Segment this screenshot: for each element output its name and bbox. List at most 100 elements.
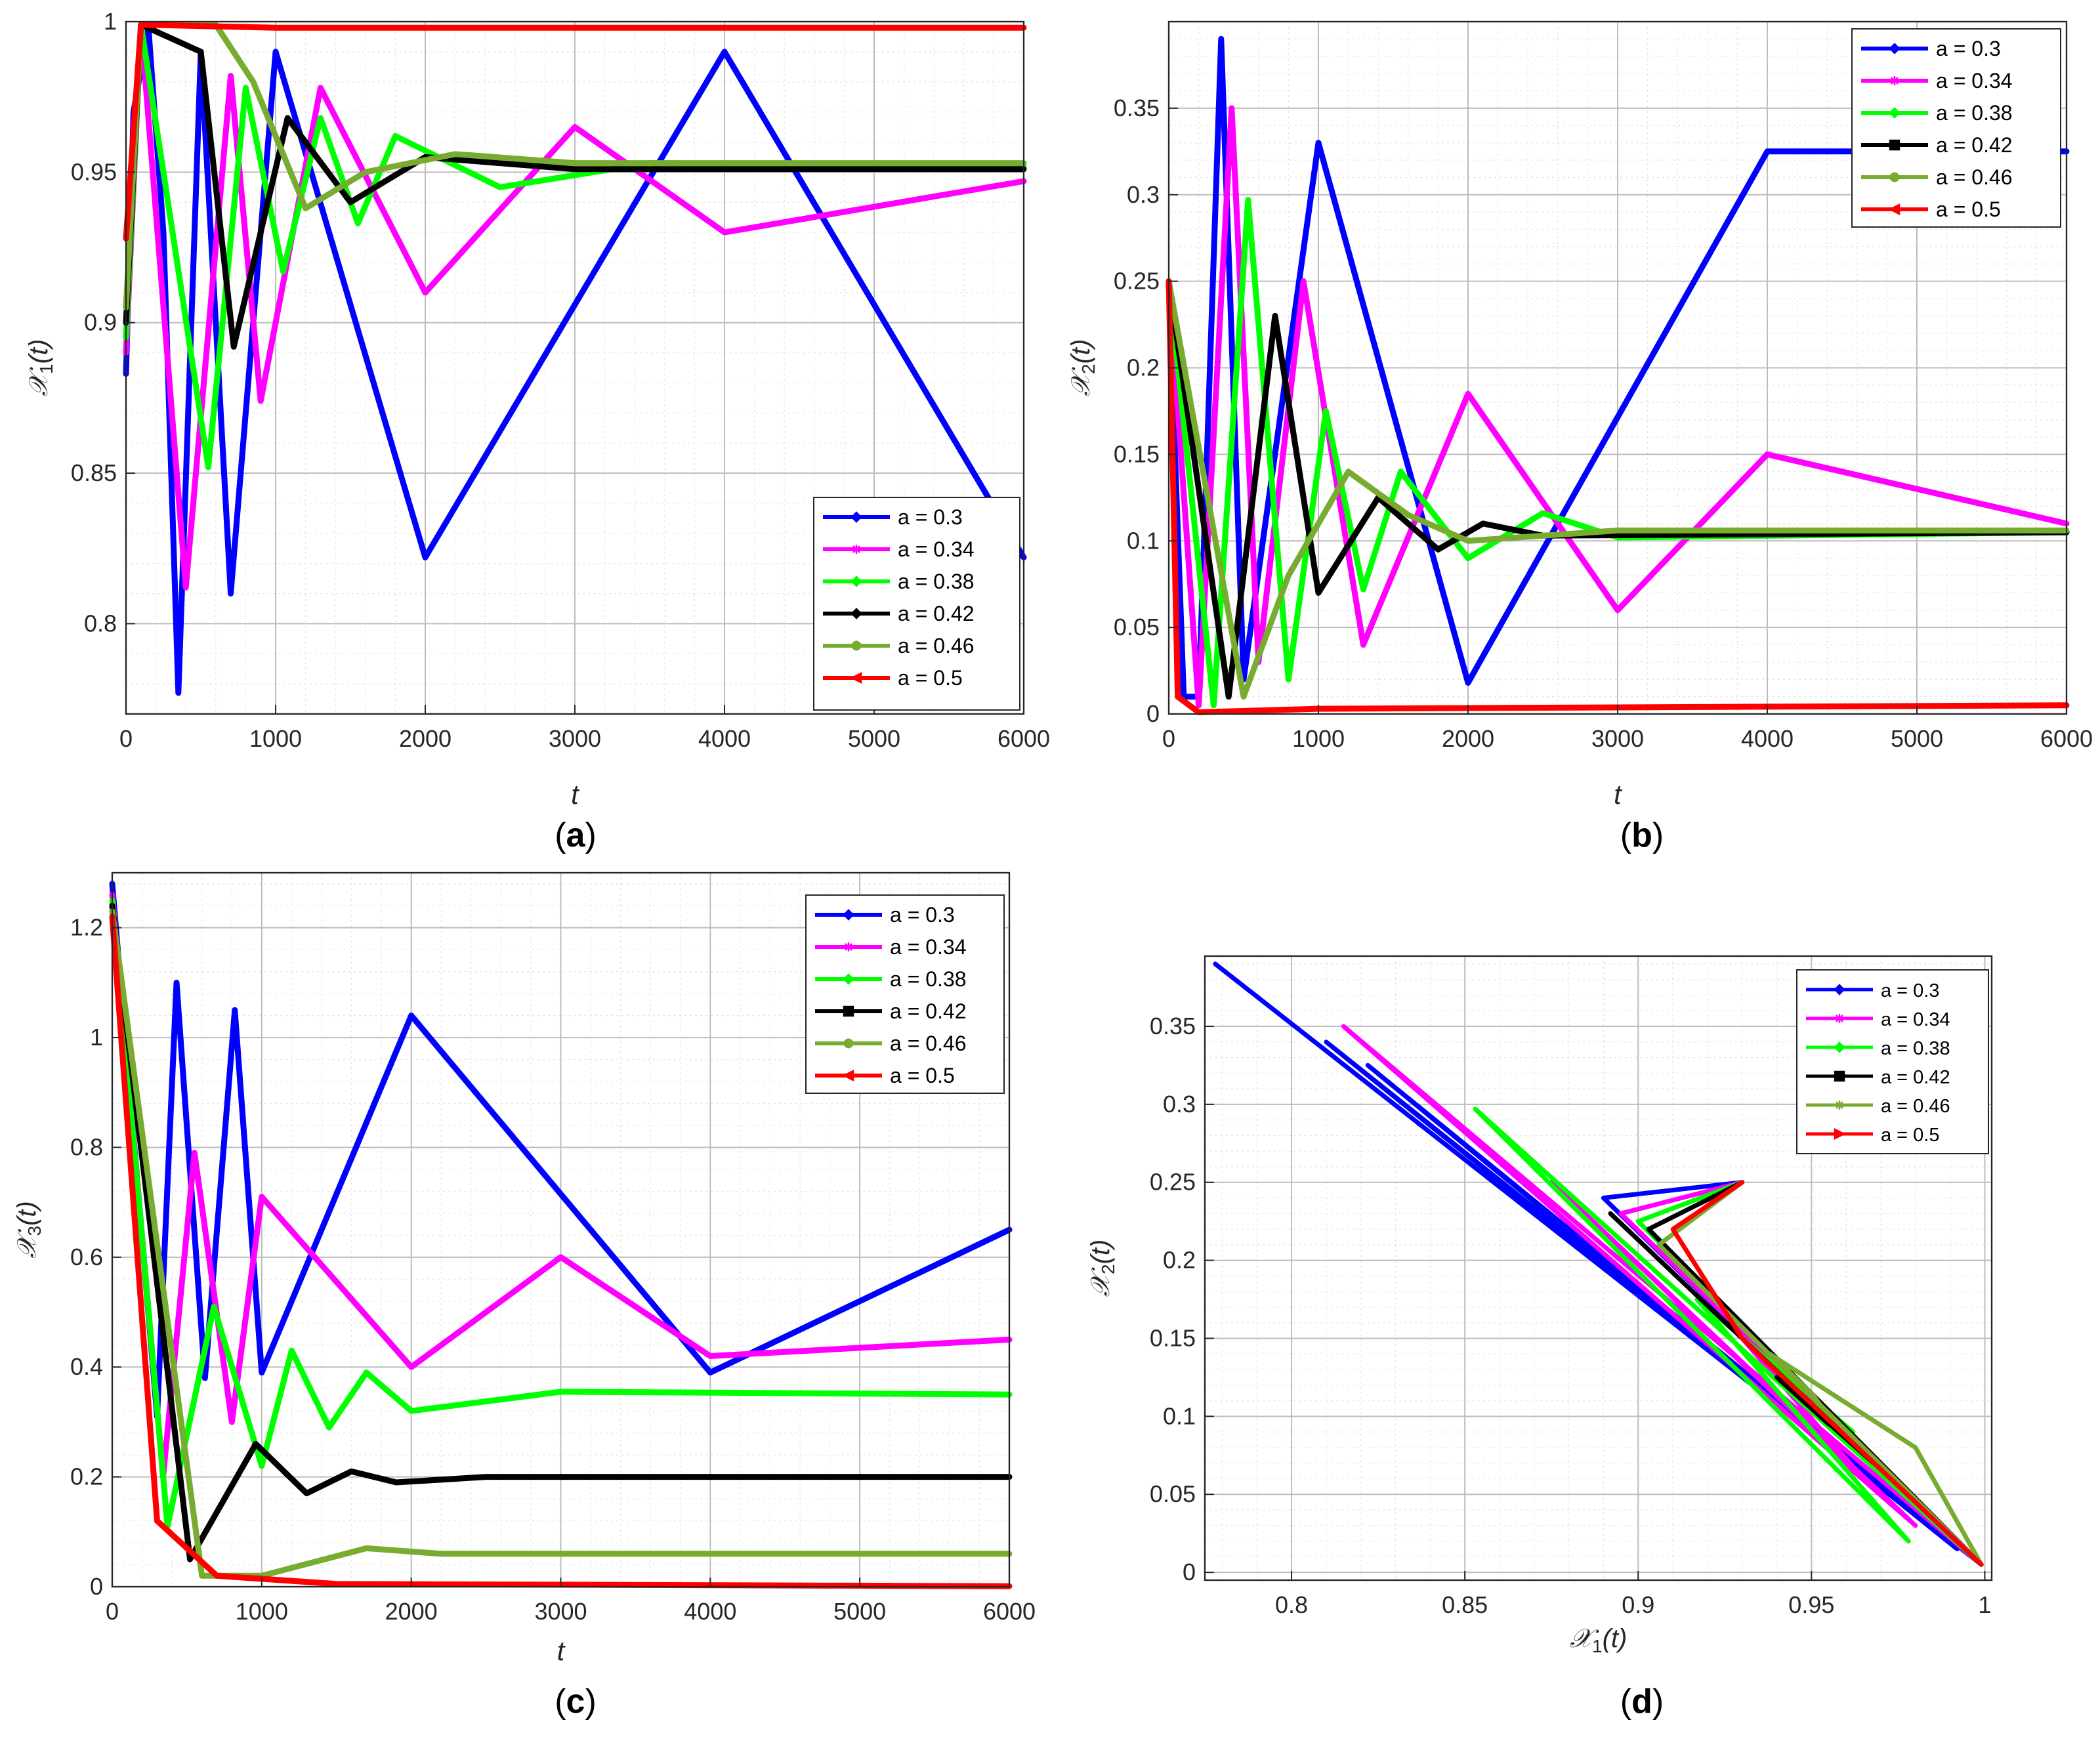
legend-marker-4 xyxy=(1889,139,1900,151)
series-line-5 xyxy=(109,908,1013,1579)
legend-marker-3 xyxy=(843,973,854,985)
y-tick-label: 0.35 xyxy=(1150,1013,1196,1039)
legend-marker-2 xyxy=(1890,76,1899,85)
series-line-5 xyxy=(1166,278,2070,700)
y-tick-label: 0.2 xyxy=(1163,1247,1196,1274)
y-tick-label: 1 xyxy=(90,1024,103,1051)
x-tick-label: 5000 xyxy=(1891,725,1943,752)
legend-label-5: a = 0.46 xyxy=(1936,165,2013,189)
series-group xyxy=(1213,961,1984,1567)
legend-box xyxy=(1796,969,1989,1154)
x-tick-label: 2000 xyxy=(1442,725,1494,752)
legend-marker-6 xyxy=(1888,203,1900,216)
y-axis-label: 𝒳1(t) xyxy=(24,339,56,397)
legend-label-3: a = 0.38 xyxy=(898,570,975,593)
y-tick-label: 0.95 xyxy=(71,158,117,185)
series-line-5 xyxy=(1656,1180,1984,1567)
legend-label-2: a = 0.34 xyxy=(1936,69,2013,93)
y-tick-label: 0 xyxy=(90,1573,103,1600)
axes-frame xyxy=(1204,955,1993,1581)
y-tick-label: 0.15 xyxy=(1150,1324,1196,1351)
legend-label-3: a = 0.38 xyxy=(1936,101,2013,125)
legend-marker-4 xyxy=(850,608,862,619)
y-axis-label: 𝒳3(t) xyxy=(12,1201,45,1259)
y-tick-label: 0.35 xyxy=(1114,94,1160,121)
x-tick-label: 1 xyxy=(1978,1591,1991,1618)
legend-label-1: a = 0.3 xyxy=(890,903,955,927)
y-tick-label: 0.1 xyxy=(1127,527,1160,554)
legend-label-6: a = 0.5 xyxy=(898,666,963,690)
y-tick-label: 0.05 xyxy=(1150,1480,1196,1507)
x-tick-label: 0 xyxy=(106,1598,119,1625)
y-tick-label: 0 xyxy=(1146,700,1160,727)
x-tick-label: 6000 xyxy=(983,1598,1036,1625)
series-line-6 xyxy=(123,22,1027,241)
legend-box xyxy=(1851,28,2061,228)
legend-marker-5 xyxy=(1835,1100,1844,1110)
x-axis-label: t xyxy=(571,779,580,810)
legend: a = 0.3 a = 0.34 a = 0.38 a = 0.42 a = 0.46 a… xyxy=(805,894,1005,1094)
legend-marker-1 xyxy=(1834,984,1845,995)
x-tick-label: 0 xyxy=(119,725,133,752)
y-tick-label: 0.05 xyxy=(1114,614,1160,640)
y-tick-label: 0.9 xyxy=(84,309,117,336)
legend-marker-3 xyxy=(850,576,862,587)
y-axis-label: 𝒳2(t) xyxy=(1066,339,1099,397)
x-tick-label: 5000 xyxy=(848,725,900,752)
y-tick-label: 0.25 xyxy=(1150,1169,1196,1196)
legend-marker-4 xyxy=(1834,1070,1845,1082)
legend-marker-2 xyxy=(844,942,853,952)
series-line-3 xyxy=(109,897,1013,1530)
x-tick-label: 2000 xyxy=(399,725,452,752)
legend-marker-4 xyxy=(843,1005,854,1017)
y-tick-label: 0.3 xyxy=(1127,181,1160,208)
series-line-6 xyxy=(1670,1180,1984,1567)
x-tick-label: 0.95 xyxy=(1788,1591,1834,1618)
legend: a = 0.3 a = 0.34 a = 0.38 a = 0.42 a = 0.46 a… xyxy=(1796,969,1989,1154)
legend-marker-6 xyxy=(850,671,862,684)
y-tick-label: 0.1 xyxy=(1163,1402,1196,1429)
y-tick-label: 0.2 xyxy=(1127,354,1160,381)
panel-tag: (c) xyxy=(555,1683,597,1721)
x-tick-label: 3000 xyxy=(549,725,601,752)
legend-marker-6 xyxy=(1834,1127,1846,1141)
x-tick-label: 4000 xyxy=(1741,725,1794,752)
y-axis-label: 𝒳2(t) xyxy=(1086,1240,1118,1297)
legend-marker-5 xyxy=(1889,172,1900,182)
legend-label-3: a = 0.38 xyxy=(1881,1038,1950,1059)
legend-marker-1 xyxy=(843,909,854,921)
legend-marker-1 xyxy=(1889,43,1900,54)
y-tick-label: 0 xyxy=(1183,1559,1196,1585)
series-line-6 xyxy=(1166,278,2070,715)
legend-label-4: a = 0.42 xyxy=(1881,1067,1950,1088)
legend-label-4: a = 0.42 xyxy=(890,999,967,1023)
legend-label-4: a = 0.42 xyxy=(1936,133,2013,157)
x-tick-label: 3000 xyxy=(534,1598,587,1625)
x-axis-label: t xyxy=(557,1635,566,1666)
legend-marker-5 xyxy=(851,640,862,651)
series-group xyxy=(109,881,1013,1589)
series-group xyxy=(123,22,1027,696)
x-tick-label: 1000 xyxy=(1292,725,1345,752)
x-tick-label: 0 xyxy=(1162,725,1175,752)
series-line-4 xyxy=(1166,278,2070,700)
y-tick-label: 1 xyxy=(104,8,117,35)
legend: a = 0.3 a = 0.34 a = 0.38 a = 0.42 a = 0.46 a… xyxy=(813,497,1020,711)
x-tick-label: 2000 xyxy=(385,1598,438,1625)
x-tick-label: 1000 xyxy=(249,725,302,752)
x-axis-label: 𝒳1(t) xyxy=(1570,1624,1628,1656)
legend-label-6: a = 0.5 xyxy=(890,1064,955,1087)
y-tick-label: 0.3 xyxy=(1163,1091,1196,1118)
legend-label-1: a = 0.3 xyxy=(898,505,963,529)
legend-label-6: a = 0.5 xyxy=(1936,198,2001,221)
legend-marker-5 xyxy=(843,1038,854,1049)
legend-label-5: a = 0.46 xyxy=(898,634,975,658)
y-tick-label: 0.8 xyxy=(84,610,117,637)
chart-panel-a: 0 1000 2000 3000 4000 5000 6000 0.8 0.85 0.9 0.95 1… xyxy=(24,8,1050,854)
y-tick-label: 0.2 xyxy=(70,1463,103,1490)
y-tick-label: 1.2 xyxy=(70,914,103,941)
x-tick-label: 0.8 xyxy=(1275,1591,1308,1618)
x-tick-label: 5000 xyxy=(833,1598,886,1625)
legend-marker-3 xyxy=(1889,107,1900,119)
legend-marker-2 xyxy=(852,545,861,554)
